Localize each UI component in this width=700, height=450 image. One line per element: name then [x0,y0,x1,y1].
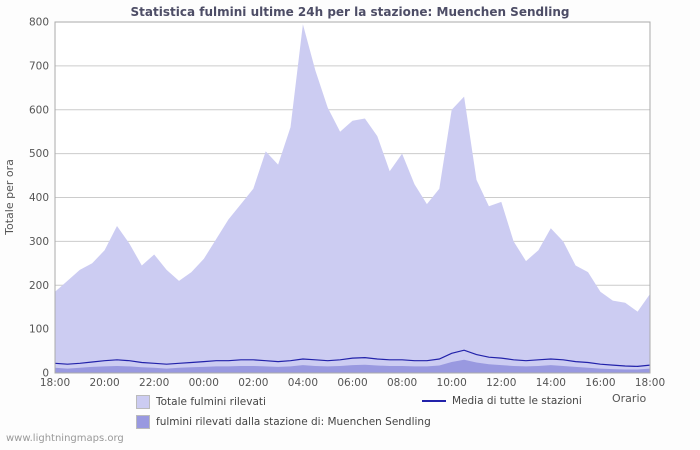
x-tick-label: 14:00 [536,377,566,389]
x-tick-label: 02:00 [238,377,268,389]
area-series-0 [55,24,650,373]
chart-title: Statistica fulmini ultime 24h per la sta… [130,5,570,19]
y-tick-label: 700 [29,60,49,72]
plot-border [54,21,651,374]
line-series-0 [54,349,651,368]
x-tick-label: 22:00 [139,377,169,389]
x-tick-label: 18:00 [40,377,70,389]
x-tick-label: 10:00 [437,377,467,389]
area-series-1 [55,359,650,373]
x-tick-label: 04:00 [288,377,318,389]
y-tick-label: 800 [29,17,49,29]
legend-item-media: Media di tutte le stazioni [422,395,582,407]
legend-label-total: Totale fulmini rilevati [156,396,266,408]
legend-swatch-total [136,395,150,409]
watermark: www.lightningmaps.org [6,433,124,444]
y-tick-label: 400 [29,192,49,204]
legend-swatch-media-line [422,400,446,402]
y-tick-label: 100 [29,324,49,336]
y-tick-label: 500 [29,148,49,160]
legend-label-media: Media di tutte le stazioni [452,395,582,407]
legend-label-station: fulmini rilevati dalla stazione di: Muen… [156,416,431,428]
y-tick-label: 0 [42,368,49,380]
x-tick-label: 18:00 [635,377,665,389]
y-tick-label: 600 [29,104,49,116]
legend-item-total: Totale fulmini rilevati [136,395,266,409]
legend-item-station: fulmini rilevati dalla stazione di: Muen… [136,415,431,429]
y-tick-label: 200 [29,280,49,292]
x-tick-label: 12:00 [486,377,516,389]
x-tick-label: 08:00 [387,377,417,389]
x-axis-label: Orario [612,392,647,405]
x-tick-label: 20:00 [89,377,119,389]
x-tick-label: 16:00 [585,377,615,389]
y-tick-label: 300 [29,236,49,248]
x-tick-label: 00:00 [189,377,219,389]
x-tick-label: 06:00 [337,377,367,389]
legend-swatch-station [136,415,150,429]
